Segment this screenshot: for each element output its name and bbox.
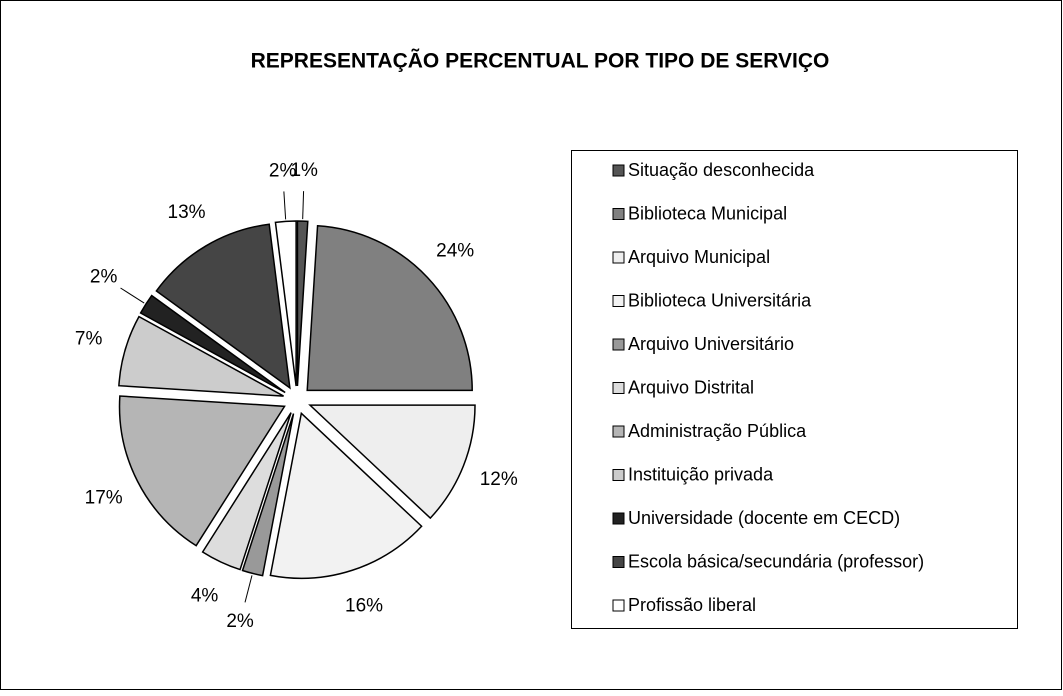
data-label: 2%	[226, 611, 254, 632]
chart-title: REPRESENTAÇÃO PERCENTUAL POR TIPO DE SER…	[251, 50, 830, 73]
data-label: 24%	[436, 240, 474, 261]
legend-swatch	[612, 469, 625, 481]
data-label: 7%	[75, 328, 103, 349]
pie-slice	[118, 315, 284, 397]
pie-slice	[274, 220, 297, 387]
legend-swatch	[612, 208, 625, 220]
pie-slice	[155, 223, 291, 390]
pie-slice	[241, 413, 295, 577]
legend-label: Universidade (docente em CECD)	[628, 508, 900, 528]
data-label: 12%	[480, 469, 518, 490]
pie-slice	[306, 224, 473, 392]
legend-box	[571, 150, 1018, 629]
leader-line	[120, 287, 145, 304]
legend-swatch	[612, 556, 625, 568]
pie-slice	[308, 404, 476, 520]
leader-line	[302, 191, 305, 220]
legend-label: Arquivo Universitário	[628, 334, 794, 354]
legend-label: Escola básica/secundária (professor)	[628, 551, 924, 571]
legend-label: Biblioteca Universitária	[628, 290, 812, 310]
legend-swatch	[612, 382, 625, 394]
legend-label: Profissão liberal	[628, 595, 756, 615]
data-label: 13%	[168, 202, 206, 223]
legend-swatch	[612, 338, 625, 351]
pie-slice	[139, 294, 286, 394]
legend-label: Administração Pública	[628, 421, 807, 441]
data-label: 16%	[345, 595, 383, 616]
leader-line	[283, 191, 287, 220]
legend-label: Biblioteca Municipal	[628, 203, 787, 223]
data-label: 17%	[85, 488, 123, 509]
legend-label: Situação desconhecida	[628, 160, 815, 180]
pie-slice	[269, 411, 423, 580]
pie-slice	[296, 220, 309, 387]
legend-label: Instituição privada	[628, 464, 774, 484]
leader-line	[244, 575, 253, 603]
legend-swatch	[612, 164, 625, 177]
data-label: 1%	[290, 160, 318, 181]
data-label: 2%	[269, 160, 297, 181]
data-label: 2%	[90, 266, 118, 287]
pie-slice	[201, 412, 292, 571]
legend-swatch	[612, 295, 625, 307]
legend-swatch	[612, 425, 625, 438]
legend-label: Arquivo Distrital	[628, 377, 754, 397]
pie-slice	[118, 395, 286, 547]
data-label: 4%	[191, 585, 219, 606]
legend-label: Arquivo Municipal	[628, 247, 770, 267]
legend-swatch	[612, 251, 625, 264]
legend-swatch	[612, 512, 625, 525]
legend-swatch	[612, 599, 625, 612]
